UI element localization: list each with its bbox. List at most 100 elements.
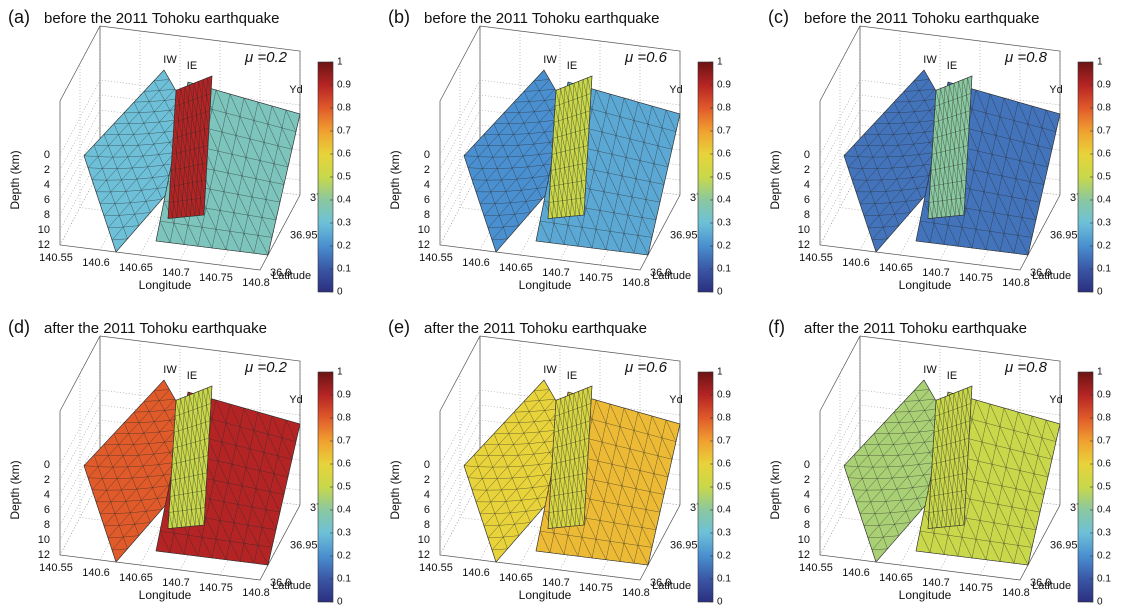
colorbar-tick-label: 0.6 bbox=[717, 459, 731, 470]
colorbar-tick-label: 0.7 bbox=[337, 126, 351, 137]
z-tick-label: 4 bbox=[44, 489, 50, 501]
fault-label: IW bbox=[543, 364, 557, 376]
z-tick-label: 8 bbox=[44, 209, 50, 221]
x-tick-label: 140.65 bbox=[119, 262, 153, 274]
y-tick-label: 36.95 bbox=[1050, 539, 1078, 551]
box-edge bbox=[819, 335, 1061, 505]
colorbar-tick-label: 0 bbox=[717, 287, 723, 298]
z-tick-label: 8 bbox=[804, 519, 810, 531]
colorbar-tick-label: 0.8 bbox=[337, 103, 351, 114]
box-edge bbox=[819, 101, 1061, 271]
z-tick-label: 2 bbox=[424, 474, 430, 486]
x-tick-label: 140.6 bbox=[842, 257, 870, 269]
z-tick-label: 6 bbox=[804, 504, 810, 516]
x-tick-label: 140.75 bbox=[959, 582, 993, 594]
colorbar-tick-label: 0.9 bbox=[717, 390, 731, 401]
colorbar-tick-label: 0.5 bbox=[1097, 172, 1111, 183]
grid-line bbox=[79, 373, 281, 543]
colorbar-tick-label: 0.6 bbox=[717, 149, 731, 160]
fault-label: IE bbox=[187, 370, 197, 382]
fault-label: Yd bbox=[1049, 84, 1062, 96]
colorbar-tick-label: 1 bbox=[1097, 367, 1103, 378]
colorbar-tick-label: 0 bbox=[337, 597, 343, 608]
fault-mesh bbox=[167, 385, 213, 529]
box-edge bbox=[819, 25, 1061, 195]
colorbar-tick-label: 0.5 bbox=[717, 172, 731, 183]
colorbar-tick-label: 0.1 bbox=[337, 264, 351, 275]
x-tick-label: 140.75 bbox=[199, 582, 233, 594]
z-tick-label: 12 bbox=[38, 549, 50, 561]
panel-title: after the 2011 Tohoku earthquake bbox=[44, 320, 267, 337]
fault-mesh bbox=[927, 75, 973, 219]
colorbar-tick-label: 0.6 bbox=[337, 459, 351, 470]
colorbar-tick-label: 0.4 bbox=[337, 195, 351, 206]
x-tick-label: 140.7 bbox=[542, 577, 570, 589]
x-tick-label: 140.65 bbox=[879, 572, 913, 584]
grid-line bbox=[79, 63, 281, 233]
x-axis-label: Longitude bbox=[899, 278, 952, 292]
x-tick-label: 140.6 bbox=[462, 257, 490, 269]
fault-mesh bbox=[167, 75, 213, 219]
colorbar-tick-label: 0.2 bbox=[337, 551, 351, 562]
z-tick-label: 10 bbox=[38, 224, 50, 236]
fault-label: Yd bbox=[669, 84, 682, 96]
z-tick-label: 8 bbox=[804, 209, 810, 221]
x-tick-label: 140.55 bbox=[799, 252, 833, 264]
colorbar-tick-label: 1 bbox=[717, 367, 723, 378]
x-tick-label: 140.8 bbox=[622, 587, 650, 599]
z-tick-label: 0 bbox=[804, 459, 810, 471]
grid-line bbox=[839, 63, 1041, 233]
x-axis-label: Longitude bbox=[139, 278, 192, 292]
z-tick-label: 6 bbox=[44, 504, 50, 516]
z-tick-label: 10 bbox=[418, 224, 430, 236]
colorbar-tick-label: 0.8 bbox=[337, 413, 351, 424]
z-tick-label: 8 bbox=[424, 209, 430, 221]
colorbar-tick-label: 0 bbox=[1097, 287, 1103, 298]
colorbar-tick-label: 0.4 bbox=[717, 195, 731, 206]
z-tick-label: 0 bbox=[44, 149, 50, 161]
y-tick-label: 36.95 bbox=[1050, 229, 1078, 241]
fault-label: IE bbox=[187, 60, 197, 72]
box-edge bbox=[59, 101, 301, 271]
box-edge bbox=[439, 25, 681, 195]
z-tick-label: 10 bbox=[38, 534, 50, 546]
z-tick-label: 2 bbox=[804, 474, 810, 486]
x-tick-label: 140.6 bbox=[462, 567, 490, 579]
x-axis-label: Longitude bbox=[519, 278, 572, 292]
colorbar-tick-label: 0.3 bbox=[717, 218, 731, 229]
z-tick-label: 10 bbox=[798, 534, 810, 546]
z-axis-label: Depth (km) bbox=[768, 150, 782, 209]
y-tick-label: 36.95 bbox=[290, 229, 318, 241]
colorbar-tick-label: 0.1 bbox=[717, 264, 731, 275]
y-tick-label: 36.95 bbox=[670, 539, 698, 551]
colorbar-tick-label: 0.6 bbox=[1097, 149, 1111, 160]
colorbar-tick-label: 0.9 bbox=[1097, 80, 1111, 91]
colorbar-tick-label: 0.1 bbox=[337, 574, 351, 585]
colorbar-tick-label: 0.7 bbox=[1097, 126, 1111, 137]
z-axis-label: Depth (km) bbox=[388, 460, 402, 519]
colorbar-tick-label: 0 bbox=[717, 597, 723, 608]
colorbar-tick-label: 1 bbox=[337, 57, 343, 68]
panel-label: (b) bbox=[388, 7, 410, 27]
panel-title: before the 2011 Tohoku earthquake bbox=[44, 10, 279, 27]
mu-annotation: μ =0.8 bbox=[1004, 359, 1048, 376]
panel-label: (e) bbox=[388, 317, 410, 337]
colorbar-tick-label: 0.5 bbox=[337, 482, 351, 493]
z-tick-label: 8 bbox=[44, 519, 50, 531]
fault-label: IE bbox=[567, 370, 577, 382]
fault-label: IW bbox=[923, 364, 937, 376]
y-axis-label: Latitude bbox=[652, 270, 691, 282]
mu-annotation: μ =0.2 bbox=[244, 49, 288, 66]
fault-label: IW bbox=[543, 54, 557, 66]
fault-label: Yd bbox=[669, 394, 682, 406]
colorbar-tick-label: 0.4 bbox=[337, 505, 351, 516]
x-tick-label: 140.55 bbox=[799, 562, 833, 574]
z-tick-label: 0 bbox=[424, 149, 430, 161]
colorbar-tick-label: 0.3 bbox=[1097, 218, 1111, 229]
colorbar-tick-label: 0.9 bbox=[337, 390, 351, 401]
grid-line bbox=[839, 373, 1041, 543]
